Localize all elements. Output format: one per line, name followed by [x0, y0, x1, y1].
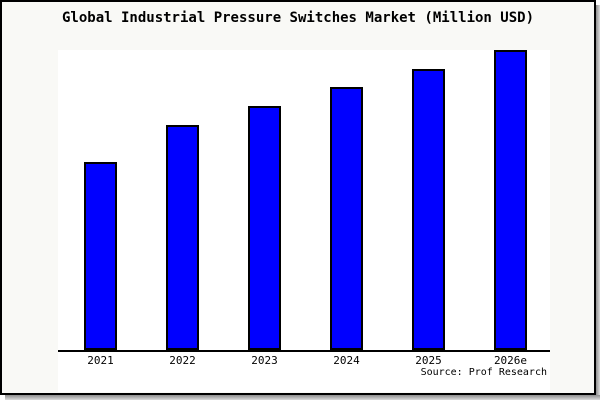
figure-shadow-bottom: [5, 395, 600, 400]
x-axis-line: [58, 350, 550, 352]
bar-2023: [248, 106, 281, 350]
source-note: Source: Prof Research: [420, 367, 547, 378]
bar-2021: [84, 162, 117, 350]
x-tick-label-2025: 2025: [415, 354, 442, 367]
bar-2026e: [494, 50, 527, 350]
bar-2022: [166, 125, 199, 350]
plot-area: [58, 50, 550, 392]
x-tick-label-2023: 2023: [251, 354, 278, 367]
bar-2025: [412, 69, 445, 350]
x-tick-label-2022: 2022: [169, 354, 196, 367]
x-tick-label-2024: 2024: [333, 354, 360, 367]
x-tick-label-2021: 2021: [87, 354, 114, 367]
bar-2024: [330, 87, 363, 350]
chart-title: Global Industrial Pressure Switches Mark…: [61, 10, 534, 26]
figure-shadow-right: [596, 5, 600, 395]
x-tick-label-2026e: 2026e: [493, 354, 528, 367]
